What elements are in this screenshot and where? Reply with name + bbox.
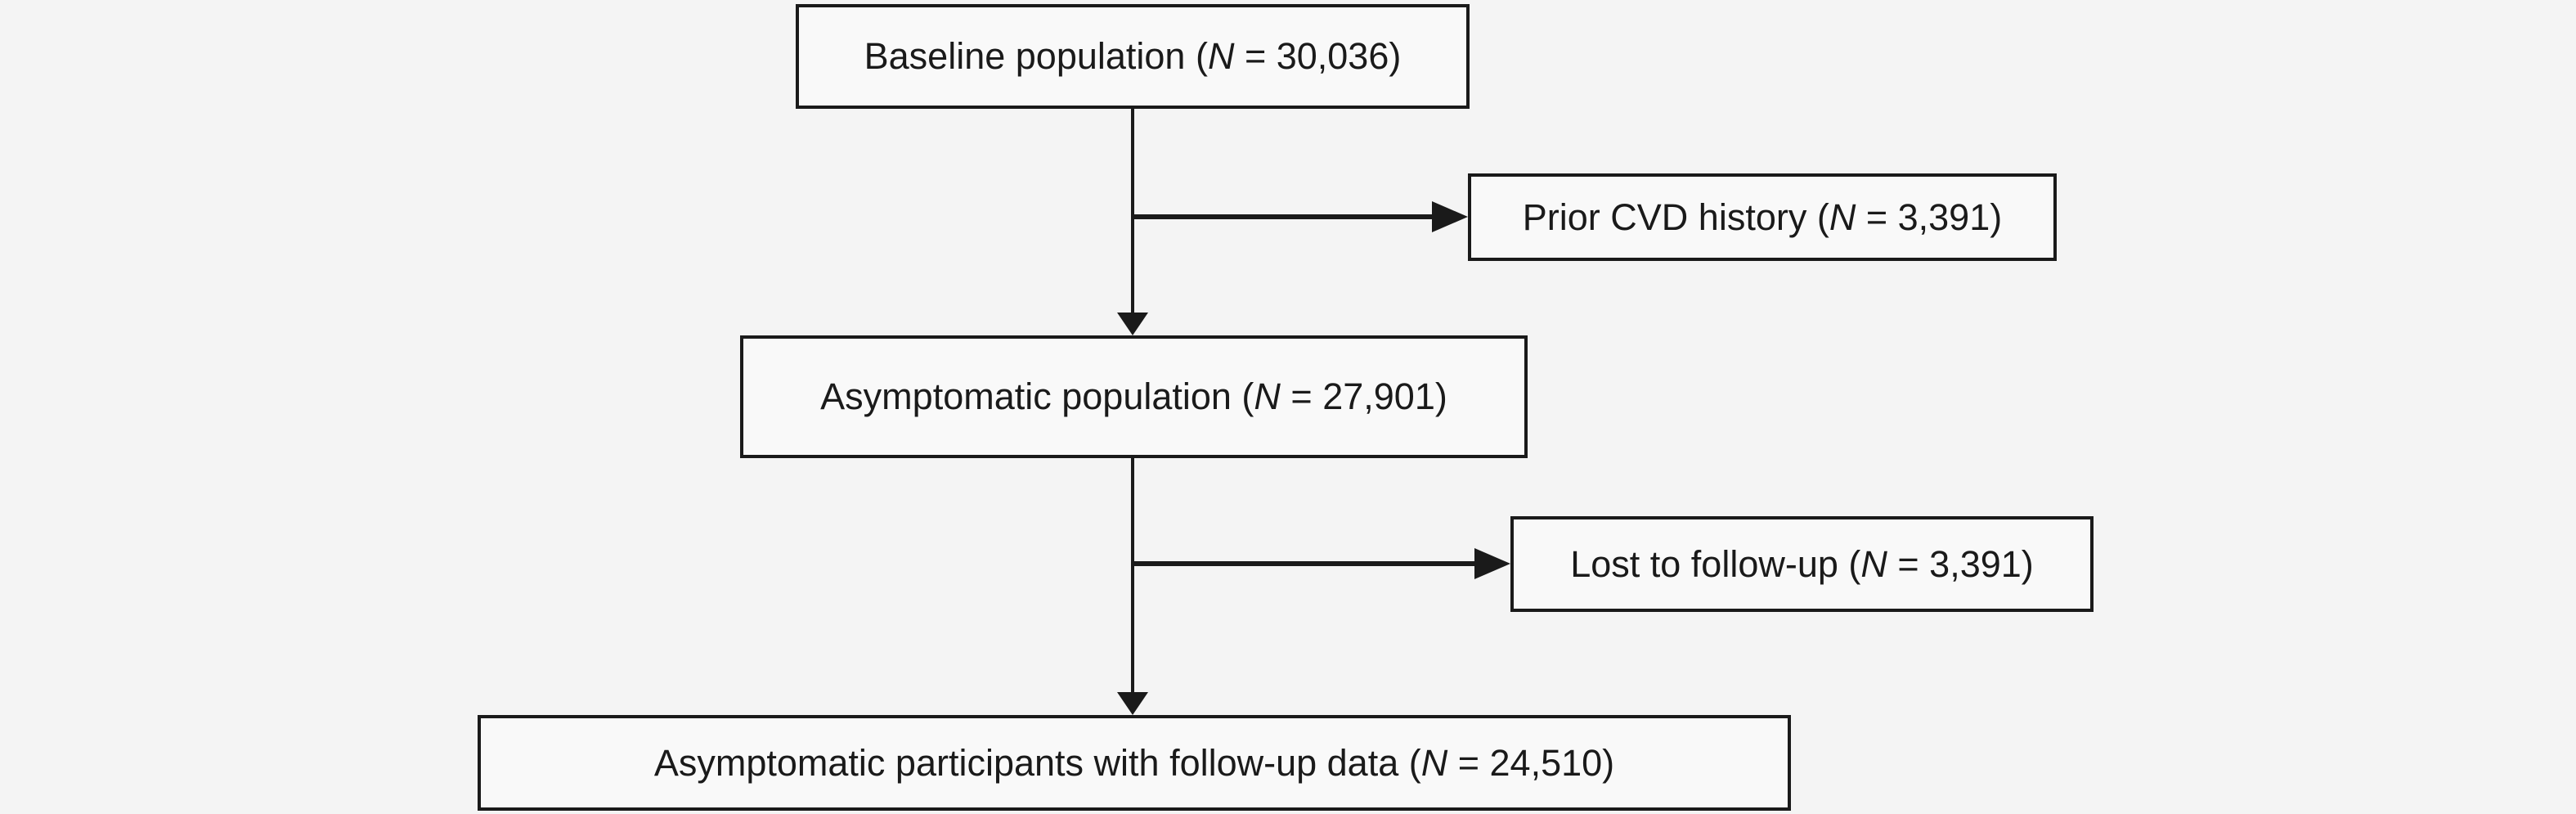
label-text: = 3,391) bbox=[1887, 542, 2034, 585]
n-variable: N bbox=[1254, 376, 1281, 417]
flow-box-baseline-population: Baseline population (N = 30,036) bbox=[796, 4, 1470, 109]
connector-line-branch-prior-cvd bbox=[1133, 214, 1432, 219]
label-text: = 27,901) bbox=[1280, 376, 1447, 417]
box-label: Lost to follow-up (N = 3,391) bbox=[1570, 542, 2034, 587]
box-label: Asymptomatic participants with follow-up… bbox=[654, 741, 1614, 785]
label-text: = 30,036) bbox=[1234, 35, 1402, 77]
label-text: Baseline population ( bbox=[864, 35, 1208, 77]
label-text: Asymptomatic participants with follow-up… bbox=[653, 741, 1421, 784]
flow-box-prior-cvd-history: Prior CVD history (N = 3,391) bbox=[1468, 173, 2057, 261]
label-text: = 3,391) bbox=[1856, 196, 2003, 238]
n-variable: N bbox=[1829, 196, 1856, 238]
arrow-right-icon bbox=[1432, 201, 1468, 232]
label-text: Asymptomatic population ( bbox=[820, 376, 1254, 417]
label-text: Lost to follow-up ( bbox=[1570, 542, 1861, 585]
box-label: Prior CVD history (N = 3,391) bbox=[1523, 196, 2002, 240]
arrow-down-icon bbox=[1117, 313, 1148, 335]
flow-box-asymptomatic-population: Asymptomatic population (N = 27,901) bbox=[740, 335, 1528, 458]
n-variable: N bbox=[1860, 542, 1887, 585]
arrow-right-icon bbox=[1474, 548, 1510, 579]
box-label: Asymptomatic population (N = 27,901) bbox=[820, 375, 1447, 419]
box-label: Baseline population (N = 30,036) bbox=[864, 34, 1402, 79]
arrow-down-icon bbox=[1117, 692, 1148, 715]
label-text: Prior CVD history ( bbox=[1522, 196, 1829, 238]
n-variable: N bbox=[1207, 35, 1235, 77]
flow-box-lost-to-followup: Lost to follow-up (N = 3,391) bbox=[1510, 516, 2094, 612]
flow-box-asymptomatic-with-followup-data: Asymptomatic participants with follow-up… bbox=[478, 715, 1791, 811]
n-variable: N bbox=[1420, 741, 1448, 784]
connector-line-branch-lost-followup bbox=[1133, 561, 1474, 566]
connector-line-baseline-to-asymptomatic bbox=[1131, 109, 1134, 313]
connector-line-asymptomatic-to-final bbox=[1131, 458, 1134, 692]
label-text: = 24,510) bbox=[1447, 741, 1615, 784]
